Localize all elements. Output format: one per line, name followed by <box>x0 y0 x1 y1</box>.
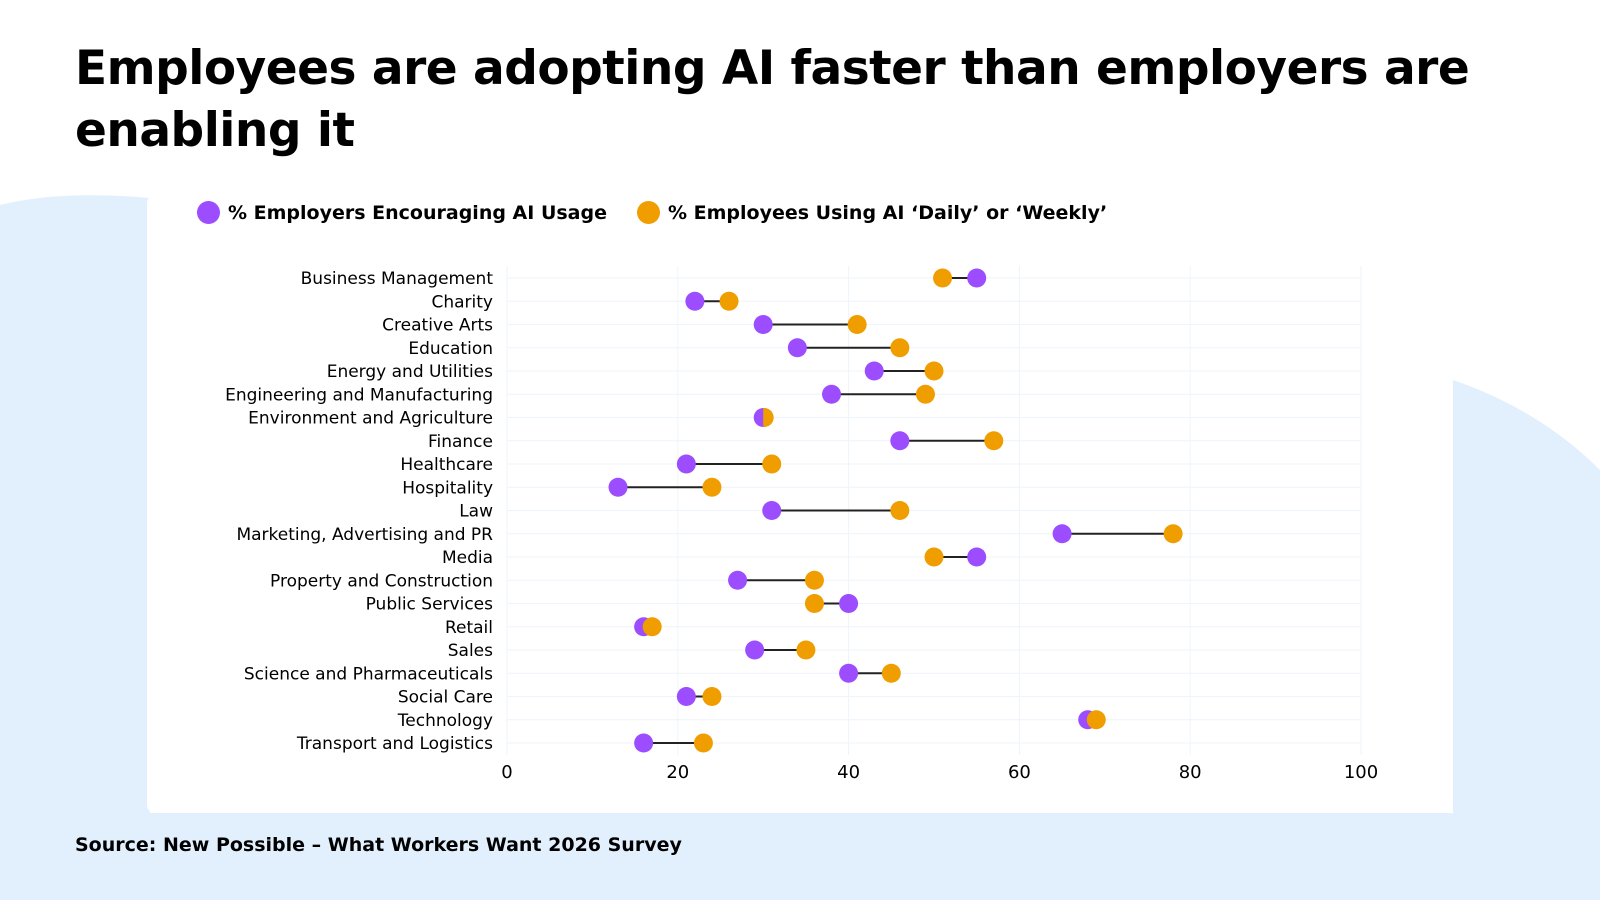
x-tick-label: 20 <box>666 762 689 783</box>
employers-dot <box>822 384 842 404</box>
category-label: Healthcare <box>400 455 493 475</box>
employees-dot <box>984 431 1004 451</box>
employees-dot <box>762 454 782 474</box>
legend-item-employers: % Employers Encouraging AI Usage <box>197 201 607 224</box>
category-label: Technology <box>397 711 493 731</box>
employees-dot <box>890 338 910 358</box>
category-label: Retail <box>445 618 493 638</box>
employers-dot <box>685 291 705 311</box>
page-title: Employees are adopting AI faster than em… <box>75 41 1470 158</box>
employees-dot <box>796 640 816 660</box>
category-label: Creative Arts <box>382 316 493 336</box>
legend-item-employees: % Employees Using AI ‘Daily’ or ‘Weekly’ <box>637 201 1107 224</box>
legend-label-employers: % Employers Encouraging AI Usage <box>228 201 607 224</box>
employees-dot <box>881 663 901 683</box>
employers-dot <box>634 733 654 753</box>
employees-dot <box>1086 710 1106 730</box>
employers-dot <box>787 338 807 358</box>
employers-dot <box>608 477 628 497</box>
employers-dot <box>728 570 748 590</box>
chart-card <box>147 195 1453 813</box>
employees-dot <box>924 547 944 567</box>
category-label: Engineering and Manufacturing <box>225 385 493 405</box>
category-label: Energy and Utilities <box>327 362 493 382</box>
employers-dot <box>967 268 987 288</box>
employees-dot <box>924 361 944 381</box>
category-label: Property and Construction <box>270 571 493 591</box>
x-tick-label: 0 <box>501 762 512 783</box>
employees-dot <box>702 477 722 497</box>
category-label: Hospitality <box>402 478 493 498</box>
legend-swatch-employees <box>637 201 660 224</box>
employees-dot <box>693 733 713 753</box>
legend-label-employees: % Employees Using AI ‘Daily’ or ‘Weekly’ <box>668 201 1108 224</box>
employers-dot <box>762 501 782 520</box>
employees-dot <box>763 408 774 427</box>
category-label: Public Services <box>366 595 494 615</box>
employees-dot <box>1163 524 1183 544</box>
x-tick-label: 100 <box>1344 762 1378 783</box>
employers-dot <box>864 361 884 381</box>
x-tick-label: 80 <box>1179 762 1202 783</box>
employees-dot <box>804 570 824 590</box>
employees-dot <box>804 594 824 613</box>
category-label: Charity <box>431 292 493 312</box>
employers-dot <box>839 594 859 613</box>
category-label: Sales <box>448 641 493 661</box>
category-label: Marketing, Advertising and PR <box>236 525 493 545</box>
employers-dot <box>676 454 696 474</box>
source-note: Source: New Possible – What Workers Want… <box>75 834 682 856</box>
category-label: Science and Pharmaceuticals <box>244 664 493 684</box>
x-tick-label: 60 <box>1008 762 1031 783</box>
employees-dot <box>915 384 935 404</box>
category-label: Law <box>459 502 493 522</box>
employers-dot <box>676 687 696 706</box>
employees-dot <box>933 268 953 288</box>
employers-dot <box>839 663 859 683</box>
category-label: Media <box>442 548 493 568</box>
employers-dot <box>745 640 765 660</box>
employees-dot <box>642 617 662 637</box>
employees-dot <box>719 291 739 311</box>
employers-dot <box>753 315 773 334</box>
employers-dot <box>967 547 987 567</box>
employees-dot <box>890 501 910 520</box>
category-label: Business Management <box>301 269 494 289</box>
employees-dot <box>702 687 722 706</box>
legend-swatch-employers <box>197 201 220 224</box>
category-label: Education <box>408 339 493 359</box>
category-label: Finance <box>428 432 493 452</box>
x-tick-label: 40 <box>837 762 860 783</box>
category-label: Transport and Logistics <box>296 734 493 754</box>
employers-dot <box>890 431 910 451</box>
employers-dot <box>1052 524 1072 544</box>
category-label: Social Care <box>398 688 493 708</box>
employees-dot <box>847 315 867 334</box>
legend: % Employers Encouraging AI Usage % Emplo… <box>197 201 1107 224</box>
category-label: Environment and Agriculture <box>248 409 493 429</box>
